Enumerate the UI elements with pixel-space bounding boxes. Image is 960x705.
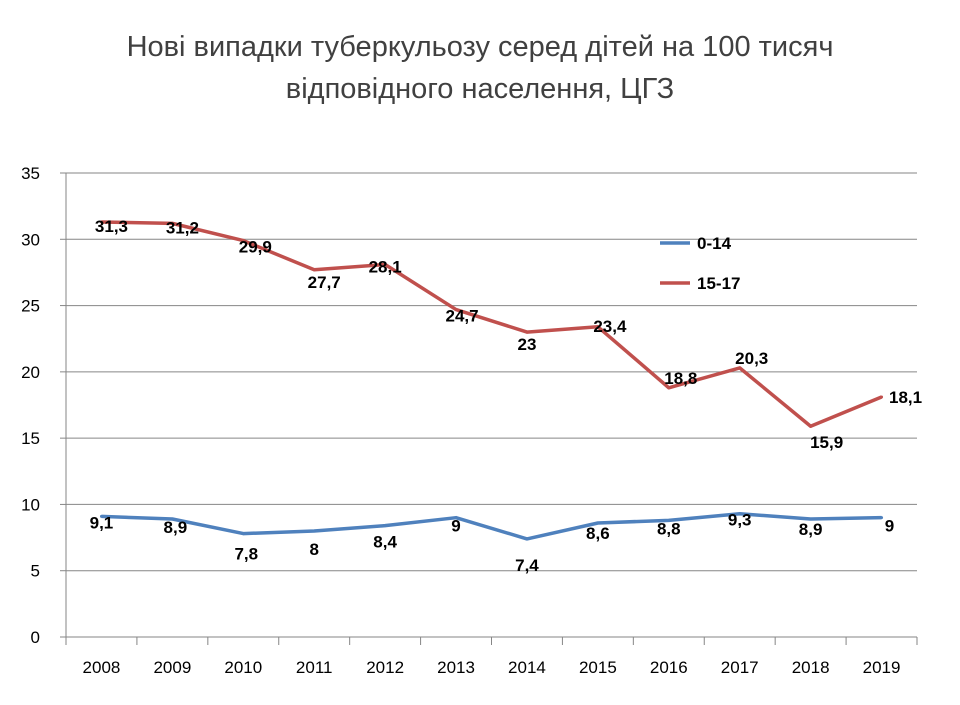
data-point-0-14-2014 bbox=[525, 537, 529, 541]
x-tick-label-2019: 2019 bbox=[863, 658, 901, 677]
x-tick-label-2014: 2014 bbox=[508, 658, 546, 677]
x-tick-label-2016: 2016 bbox=[650, 658, 688, 677]
data-point-15-17-2010 bbox=[241, 239, 245, 243]
data-label-0-14-2016: 8,8 bbox=[657, 519, 681, 538]
data-point-0-14-2010 bbox=[241, 532, 245, 536]
y-tick-label-0: 0 bbox=[31, 628, 40, 647]
x-tick-label-2012: 2012 bbox=[366, 658, 404, 677]
data-label-0-14-2014: 7,4 bbox=[515, 556, 539, 575]
data-point-15-17-2016 bbox=[667, 386, 671, 390]
data-label-0-14-2009: 8,9 bbox=[164, 518, 188, 537]
data-point-0-14-2012 bbox=[383, 524, 387, 528]
data-label-15-17-2017: 20,3 bbox=[735, 349, 768, 368]
data-point-0-14-2018 bbox=[809, 517, 813, 521]
data-point-15-17-2012 bbox=[383, 262, 387, 266]
data-point-15-17-2015 bbox=[596, 325, 600, 329]
chart-title-line-2: відповідного населення, ЦГЗ bbox=[285, 73, 675, 105]
data-label-15-17-2016: 18,8 bbox=[664, 369, 697, 388]
x-tick-label-2015: 2015 bbox=[579, 658, 617, 677]
data-label-0-14-2015: 8,6 bbox=[586, 524, 610, 543]
chart-title: Нові випадки туберкульозу серед дітей на… bbox=[0, 26, 960, 110]
y-tick-label-10: 10 bbox=[21, 495, 40, 514]
data-label-0-14-2019: 9 bbox=[885, 517, 894, 536]
series-line-0-14 bbox=[101, 511, 882, 541]
data-point-0-14-2017 bbox=[738, 512, 742, 516]
data-label-15-17-2012: 28,1 bbox=[369, 257, 402, 276]
gridlines bbox=[66, 172, 917, 572]
data-point-15-17-2017 bbox=[738, 366, 742, 370]
chart-title-line-1: Нові випадки туберкульозу серед дітей на… bbox=[126, 31, 834, 63]
y-tick-label-20: 20 bbox=[21, 363, 40, 382]
y-tick-label-25: 25 bbox=[21, 297, 40, 316]
legend-label-0-14: 0-14 bbox=[697, 234, 732, 253]
data-point-0-14-2011 bbox=[312, 529, 316, 533]
series-line-15-17 bbox=[101, 220, 883, 428]
data-labels: 9,1 8,9 7,8 8 8,4 9 7,4 8,6 8,8 9,3 8,9 9 31,3 31,2 29… bbox=[90, 217, 922, 575]
data-label-15-17-2018: 15,9 bbox=[810, 433, 843, 452]
y-tick-label-15: 15 bbox=[21, 429, 40, 448]
series-lines bbox=[99, 220, 884, 541]
data-label-0-14-2010: 7,8 bbox=[234, 545, 258, 564]
data-label-15-17-2014: 23 bbox=[517, 335, 536, 354]
data-point-15-17-2013 bbox=[454, 308, 458, 312]
data-point-0-14-2015 bbox=[596, 521, 600, 525]
data-label-0-14-2017: 9,3 bbox=[728, 511, 752, 530]
y-tick-label-5: 5 bbox=[31, 562, 40, 581]
x-tick-label-2011: 2011 bbox=[296, 658, 333, 677]
x-tick-label-2010: 2010 bbox=[224, 658, 262, 677]
data-label-15-17-2019: 18,1 bbox=[889, 388, 922, 407]
x-tick-label-2009: 2009 bbox=[153, 658, 191, 677]
data-point-0-14-2019 bbox=[880, 516, 884, 520]
y-tick-label-35: 35 bbox=[21, 164, 40, 183]
data-label-0-14-2018: 8,9 bbox=[799, 520, 823, 539]
data-label-0-14-2011: 8 bbox=[309, 540, 318, 559]
data-point-15-17-2008 bbox=[99, 220, 103, 224]
legend: 0-14 15-17 bbox=[660, 234, 740, 293]
data-label-15-17-2013: 24,7 bbox=[445, 307, 478, 326]
y-tick-label-30: 30 bbox=[21, 230, 40, 249]
x-tick-label-2008: 2008 bbox=[83, 658, 121, 677]
data-point-15-17-2014 bbox=[525, 330, 529, 334]
data-point-15-17-2018 bbox=[809, 424, 813, 428]
data-label-15-17-2008: 31,3 bbox=[95, 217, 128, 236]
data-label-15-17-2009: 31,2 bbox=[166, 218, 199, 237]
axes: 0 5 10 15 20 25 30 35 2008 2009 2010 2011 2012 2013 20… bbox=[21, 164, 918, 677]
x-tick-label-2018: 2018 bbox=[792, 658, 830, 677]
data-point-0-14-2008 bbox=[99, 514, 103, 518]
x-tick-label-2017: 2017 bbox=[721, 658, 759, 677]
x-tick-label-2013: 2013 bbox=[437, 658, 475, 677]
data-label-15-17-2015: 23,4 bbox=[593, 317, 627, 336]
data-point-15-17-2019 bbox=[880, 395, 884, 399]
data-label-0-14-2008: 9,1 bbox=[90, 513, 114, 532]
data-label-0-14-2012: 8,4 bbox=[373, 533, 397, 552]
data-point-0-14-2013 bbox=[454, 516, 458, 520]
data-label-15-17-2010: 29,9 bbox=[239, 238, 272, 257]
data-point-15-17-2011 bbox=[312, 268, 316, 272]
data-point-0-14-2009 bbox=[170, 517, 174, 521]
legend-label-15-17: 15-17 bbox=[697, 274, 740, 293]
data-label-15-17-2011: 27,7 bbox=[308, 273, 341, 292]
data-label-0-14-2013: 9 bbox=[451, 517, 460, 536]
data-point-0-14-2016 bbox=[667, 518, 671, 522]
data-point-15-17-2009 bbox=[170, 221, 174, 225]
